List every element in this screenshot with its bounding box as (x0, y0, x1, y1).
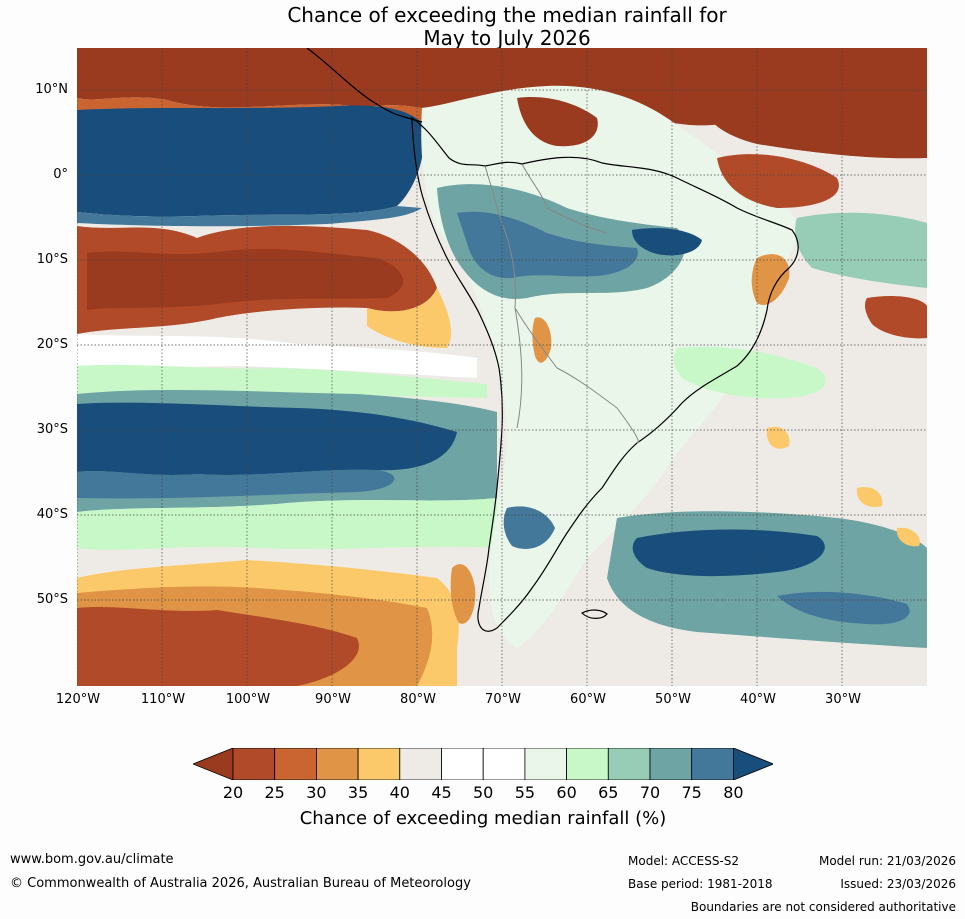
colorbar-tick-label: 80 (723, 783, 744, 802)
dry-region-atlantic-10n (697, 86, 927, 159)
colorbar-segment (357, 748, 401, 780)
dry-region-venezuela (517, 97, 598, 147)
colorbar-segment (482, 748, 526, 780)
colorbar-tick-label: 20 (222, 783, 244, 802)
footer-base-period: Base period: 1981-2018 (628, 877, 773, 891)
colorbar-segment (274, 748, 317, 780)
lat-label-40s: 40°S (36, 507, 68, 522)
dry-region-pacific-edge (367, 288, 452, 348)
footer-copyright: © Commonwealth of Australia 2026, Austra… (10, 876, 471, 891)
dry-region-patagonia (450, 564, 476, 624)
wet-region-pacific-30s (77, 402, 457, 475)
lat-label-10s: 10°S (36, 252, 68, 267)
colorbar-tick-label: 65 (598, 783, 619, 802)
colorbar-tick-label: 25 (264, 783, 285, 802)
wet-region-equatorial-pacific-edge (77, 206, 422, 227)
colorbar-segment (232, 748, 276, 780)
colorbar-tick-label: 45 (431, 783, 452, 802)
colorbar-segment (524, 748, 567, 780)
lon-label-80w: 80°W (400, 692, 436, 707)
dry-region-andes (532, 317, 552, 363)
dry-region-north-brazil (717, 154, 839, 208)
light-band-20s (77, 334, 477, 378)
colorbar-tick-label: 40 (389, 783, 410, 802)
coastline-south-america (411, 116, 799, 632)
footer-disclaimer: Boundaries are not considered authoritat… (690, 900, 956, 914)
colorbar-tick-label: 70 (639, 783, 661, 802)
light-green-band-20s (77, 364, 487, 398)
lon-label-90w: 90°W (315, 692, 351, 707)
coastline-central-america (306, 48, 423, 123)
colorbar-segment (566, 748, 609, 780)
colorbar-tick-label: 55 (514, 783, 536, 802)
graticule (77, 48, 927, 686)
lon-label-100w: 100°W (225, 692, 271, 707)
lon-label-60w: 60°W (570, 692, 606, 707)
footer-model-run: Model run: 21/03/2026 (818, 854, 956, 868)
lon-label-120w: 120°W (55, 692, 101, 707)
colorbar-tick-label: 35 (347, 783, 369, 802)
wet-region-equatorial-pacific (77, 105, 425, 217)
wet-region-brazil-east (632, 228, 702, 256)
wet-region-pacific-30s-mid (77, 469, 395, 499)
colorbar (193, 748, 773, 780)
lon-label-30w: 30°W (825, 692, 861, 707)
dry-region-atlantic-20s (864, 295, 927, 339)
colorbar-tick-label: 30 (306, 783, 327, 802)
colorbar-label: Chance of exceeding median rainfall (%) (299, 808, 667, 829)
colorbar-segment (691, 748, 734, 780)
rainfall-map[interactable] (77, 48, 927, 686)
wet-region-argentina (503, 506, 555, 549)
colorbar-segment (399, 748, 442, 780)
dry-region-south-core (77, 607, 359, 686)
lon-label-110w: 110°W (140, 692, 186, 707)
map-title: Chance of exceeding the median rainfall … (0, 4, 965, 50)
dry-patches-atlantic-30s (766, 426, 920, 547)
colorbar-tick-label: 60 (556, 783, 577, 802)
footer-url[interactable]: www.bom.gov.au/climate (10, 852, 174, 867)
colorbar-segment (649, 748, 693, 780)
lon-label-40w: 40°W (740, 692, 776, 707)
colorbar-tick-label: 50 (473, 783, 494, 802)
lat-label-10n: 10°N (35, 82, 68, 97)
lat-label-20s: 20°S (36, 337, 68, 352)
colorbar-extend-high (733, 748, 773, 780)
colorbar-segment (316, 748, 359, 780)
country-borders (484, 163, 639, 444)
colorbar-extend-low (193, 748, 234, 780)
map-title-line1: Chance of exceeding the median rainfall … (287, 3, 727, 27)
lon-label-70w: 70°W (485, 692, 521, 707)
lat-label-0: 0° (53, 167, 68, 182)
falkland-islands (580, 609, 608, 619)
footer-model: Model: ACCESS-S2 (628, 854, 740, 868)
footer-issued: Issued: 23/03/2026 (840, 877, 956, 891)
wet-region-atlantic-10s (795, 212, 927, 288)
wet-region-atlantic-30s (673, 346, 826, 399)
lat-label-50s: 50°S (36, 592, 68, 607)
lat-label-30s: 30°S (36, 422, 68, 437)
colorbar-segment (441, 748, 484, 780)
colorbar-tick-label: 75 (681, 783, 702, 802)
dry-region-pacific-10s-core (87, 248, 404, 310)
rainfall-map-canvas (77, 48, 927, 686)
colorbar-segment (607, 748, 651, 780)
map-title-line2: May to July 2026 (423, 26, 591, 50)
dry-region-east-brazil (751, 254, 790, 306)
wet-region-south-atlantic-core (632, 529, 825, 577)
lon-label-50w: 50°W (655, 692, 691, 707)
mixed-band-40s (77, 498, 497, 550)
